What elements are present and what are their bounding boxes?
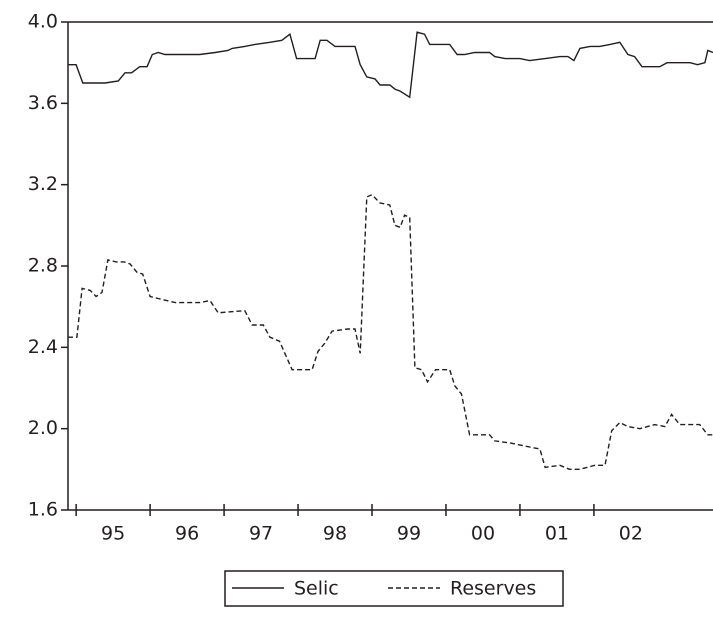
series-line — [68, 31, 713, 99]
x-tick-label: 96 — [175, 523, 199, 545]
y-tick-label: 2.0 — [28, 417, 58, 439]
x-tick-label: 01 — [545, 523, 569, 545]
legend-label: Reserves — [450, 578, 536, 600]
y-tick-label: 2.4 — [28, 336, 58, 358]
series-line — [68, 193, 713, 470]
x-tick-label: 00 — [471, 523, 495, 545]
y-tick-label: 3.2 — [28, 173, 58, 195]
x-tick-label: 98 — [323, 523, 347, 545]
y-tick-label: 3.6 — [28, 92, 58, 114]
x-tick-label: 99 — [397, 523, 421, 545]
y-tick-label: 4.0 — [28, 11, 58, 33]
x-tick-label: 02 — [619, 523, 643, 545]
y-tick-label: 1.6 — [28, 499, 58, 521]
legend-box — [224, 570, 564, 607]
legend-label: Selic — [294, 578, 339, 600]
x-tick-label: 97 — [249, 523, 273, 545]
x-tick-label: 95 — [101, 523, 125, 545]
y-tick-label: 2.8 — [28, 255, 58, 277]
